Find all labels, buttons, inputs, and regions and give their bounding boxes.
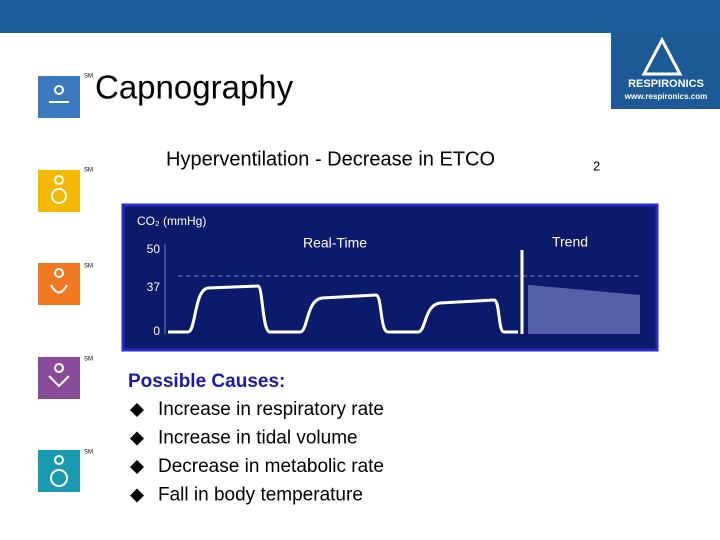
cause-item: Fall in body temperature [158, 485, 363, 506]
service-mark: SM [84, 450, 93, 456]
bullet [130, 460, 144, 474]
subtitle: Hyperventilation - Decrease in ETCO [166, 148, 495, 170]
icon [38, 76, 80, 118]
service-mark: SM [84, 168, 93, 174]
bullet [130, 488, 144, 503]
cause-item: Increase in tidal volume [158, 428, 358, 449]
service-mark: SM [84, 357, 93, 363]
title: Capnography [95, 69, 294, 106]
realtime-label: Real-Time [303, 235, 367, 251]
logo-name: RESPIRONICS [628, 78, 704, 90]
service-mark: SM [84, 264, 93, 270]
causes-heading: Possible Causes: [128, 371, 285, 392]
tick-label: 37 [147, 280, 161, 294]
causes-list: Increase in respiratory rate Increase in … [130, 399, 384, 506]
bullet [130, 431, 144, 446]
cause-item: Increase in respiratory rate [158, 399, 384, 420]
waveform-panel: CO₂ (mmHg) Real-Time Trend 50 37 0 [121, 203, 659, 352]
cause-item: Decrease in metabolic rate [158, 456, 384, 477]
tick-label: 50 [147, 242, 161, 256]
icons: SM SM SM SM SM [38, 74, 93, 492]
top-bar [0, 0, 720, 33]
subtitle-subscript: 2 [593, 158, 600, 173]
panel [121, 203, 659, 352]
service-mark: SM [84, 74, 93, 80]
axis-label: CO₂ (mmHg) [137, 214, 206, 228]
logo-icon [641, 36, 683, 76]
tick-label: 0 [153, 324, 160, 338]
bullet [130, 403, 144, 417]
logo-url: www.respironics.com [624, 92, 707, 101]
waveform [168, 284, 518, 334]
trend-label: Trend [552, 234, 588, 250]
